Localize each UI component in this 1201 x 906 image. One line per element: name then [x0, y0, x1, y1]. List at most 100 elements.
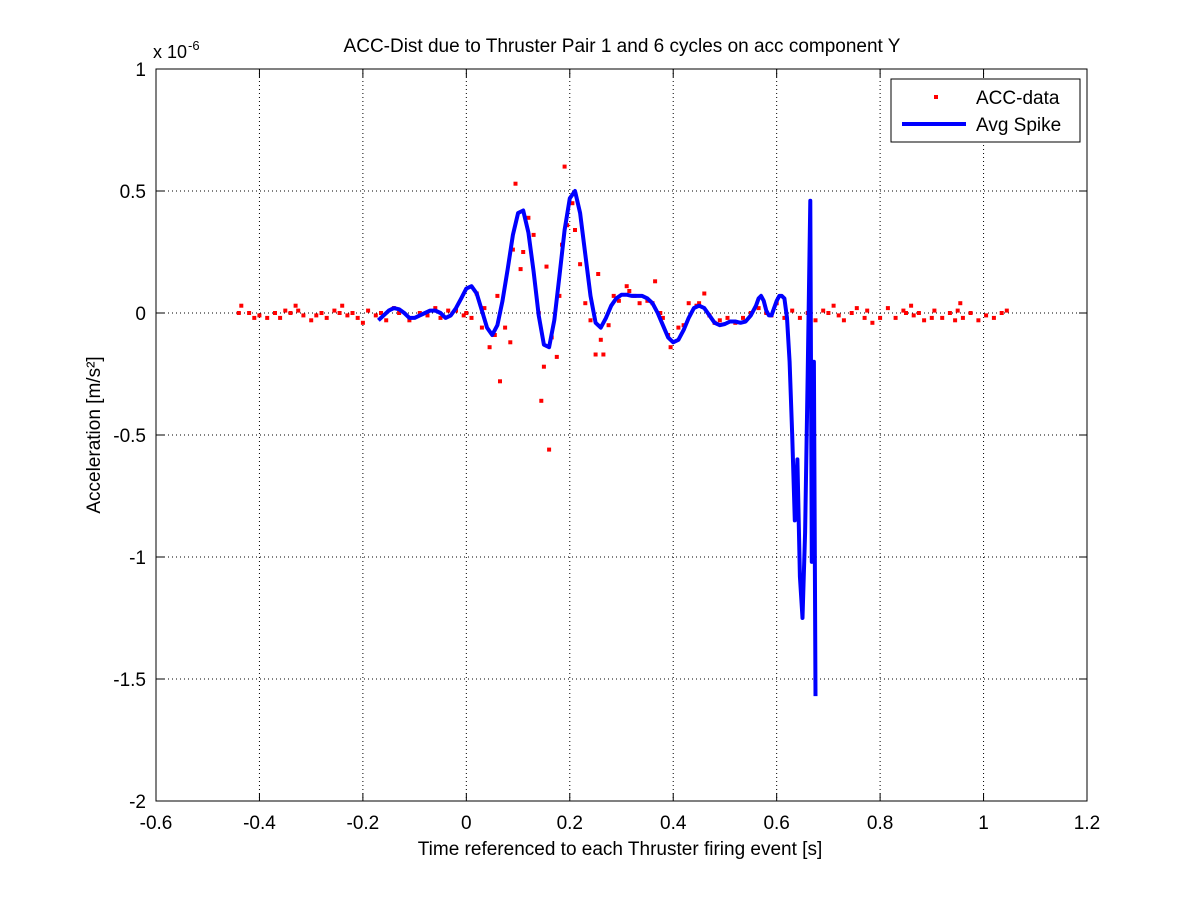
- acc-data-point: [425, 313, 430, 318]
- acc-data-point: [593, 352, 598, 357]
- acc-data-point: [498, 379, 502, 384]
- chart-title: ACC-Dist due to Thruster Pair 1 and 6 cy…: [344, 36, 901, 57]
- acc-data-point: [578, 262, 583, 267]
- acc-data-point: [653, 279, 658, 284]
- acc-data-point: [999, 311, 1004, 315]
- acc-data-point: [337, 311, 342, 315]
- acc-data-point: [407, 318, 412, 323]
- acc-data-point: [984, 313, 989, 318]
- acc-data-point: [624, 284, 629, 289]
- acc-data-point: [702, 291, 707, 296]
- acc-data-point: [953, 318, 958, 323]
- acc-data-point: [554, 354, 559, 359]
- acc-data-point: [658, 311, 663, 315]
- acc-data-point: [922, 318, 927, 323]
- acc-data-point: [247, 311, 252, 315]
- x-tick-label: 0.4: [660, 813, 687, 834]
- acc-data-point: [526, 215, 531, 220]
- acc-data-point: [782, 315, 787, 320]
- acc-data-point: [557, 293, 562, 298]
- acc-data-point: [668, 345, 673, 350]
- acc-data-point: [293, 303, 298, 308]
- plot-area: [156, 69, 1087, 801]
- acc-data-point: [257, 313, 262, 318]
- legend-label-acc-data: ACC-data: [976, 88, 1060, 109]
- acc-data-point: [929, 315, 934, 320]
- acc-data-point: [686, 301, 691, 306]
- acc-data-point: [301, 313, 306, 318]
- y-tick-label: -2: [129, 792, 146, 813]
- acc-data-point: [916, 311, 921, 315]
- y-axis-label: Acceleration [m/s²]: [84, 356, 105, 513]
- acc-data-point: [697, 301, 702, 306]
- acc-data-point: [296, 308, 301, 313]
- acc-data-point: [464, 311, 469, 315]
- acc-data-point: [288, 311, 293, 315]
- acc-data-point: [239, 303, 244, 308]
- acc-data-point: [252, 315, 257, 320]
- acc-data-point: [562, 164, 567, 169]
- y-tick-labels: -2 -1.5 -1 -0.5 0 0.5 1: [113, 60, 146, 813]
- acc-data-point: [870, 320, 875, 325]
- acc-data-point: [756, 306, 761, 311]
- acc-data-point: [854, 306, 859, 311]
- acc-data-point: [865, 308, 870, 313]
- acc-data-point: [932, 308, 937, 313]
- y-tick-label: -0.5: [113, 426, 146, 447]
- acc-data-point: [797, 315, 802, 320]
- acc-data-point: [469, 315, 474, 320]
- acc-data-point: [611, 293, 616, 298]
- acc-data-point: [417, 311, 422, 315]
- acc-data-point: [314, 313, 319, 318]
- acc-data-point: [366, 308, 371, 313]
- acc-data-point: [588, 318, 593, 323]
- acc-data-point: [958, 301, 963, 306]
- x-tick-label: -0.6: [140, 813, 173, 834]
- axes-box: [155, 68, 1088, 802]
- acc-data-point: [725, 315, 730, 320]
- series-layer: [236, 164, 1009, 697]
- acc-data-point: [495, 293, 500, 298]
- acc-data-point: [976, 318, 981, 323]
- x-axis-label: Time referenced to each Thruster firing …: [418, 839, 822, 860]
- acc-data-point: [510, 247, 515, 252]
- acc-data-point: [862, 315, 867, 320]
- acc-data-point: [841, 318, 846, 323]
- x-tick-labels: -0.6 -0.4 -0.2 0 0.2 0.4 0.6 0.8 1 1.2: [140, 813, 1101, 834]
- acc-data-point: [790, 308, 795, 313]
- acc-data-point: [893, 315, 898, 320]
- y-tick-label: 0.5: [120, 182, 146, 203]
- acc-data-point: [717, 318, 722, 323]
- x-tick-label: 0.6: [763, 813, 789, 834]
- acc-data-point: [616, 298, 621, 303]
- acc-data-point: [596, 272, 601, 276]
- acc-data-point: [384, 318, 389, 323]
- acc-data-point: [991, 315, 996, 320]
- acc-data-point: [821, 308, 826, 313]
- legend: ACC-data Avg Spike: [890, 78, 1081, 143]
- acc-data-point: [676, 325, 681, 330]
- acc-data-point: [324, 315, 329, 320]
- legend-item-acc-data: ACC-data: [934, 88, 1060, 109]
- acc-data-point: [909, 303, 914, 308]
- acc-data-point: [438, 315, 443, 320]
- acc-data-point: [606, 323, 611, 328]
- x-tick-label: 0: [461, 813, 472, 834]
- acc-data-point: [583, 301, 588, 306]
- y-tick-label: -1.5: [113, 670, 146, 691]
- acc-data-point: [345, 313, 350, 318]
- acc-data-point: [541, 364, 546, 369]
- acc-data-point: [518, 267, 523, 272]
- acc-data-point: [492, 333, 497, 337]
- acc-data-point: [660, 315, 665, 320]
- acc-data-point: [601, 352, 606, 357]
- acc-data-point: [373, 313, 378, 318]
- acc-data-point: [960, 315, 965, 320]
- acc-data-point: [570, 201, 575, 206]
- acc-data-point: [319, 311, 324, 315]
- acc-data-point: [573, 228, 577, 232]
- acc-data-point: [503, 325, 508, 330]
- acc-data-point: [940, 315, 945, 320]
- acc-data-point: [265, 315, 270, 320]
